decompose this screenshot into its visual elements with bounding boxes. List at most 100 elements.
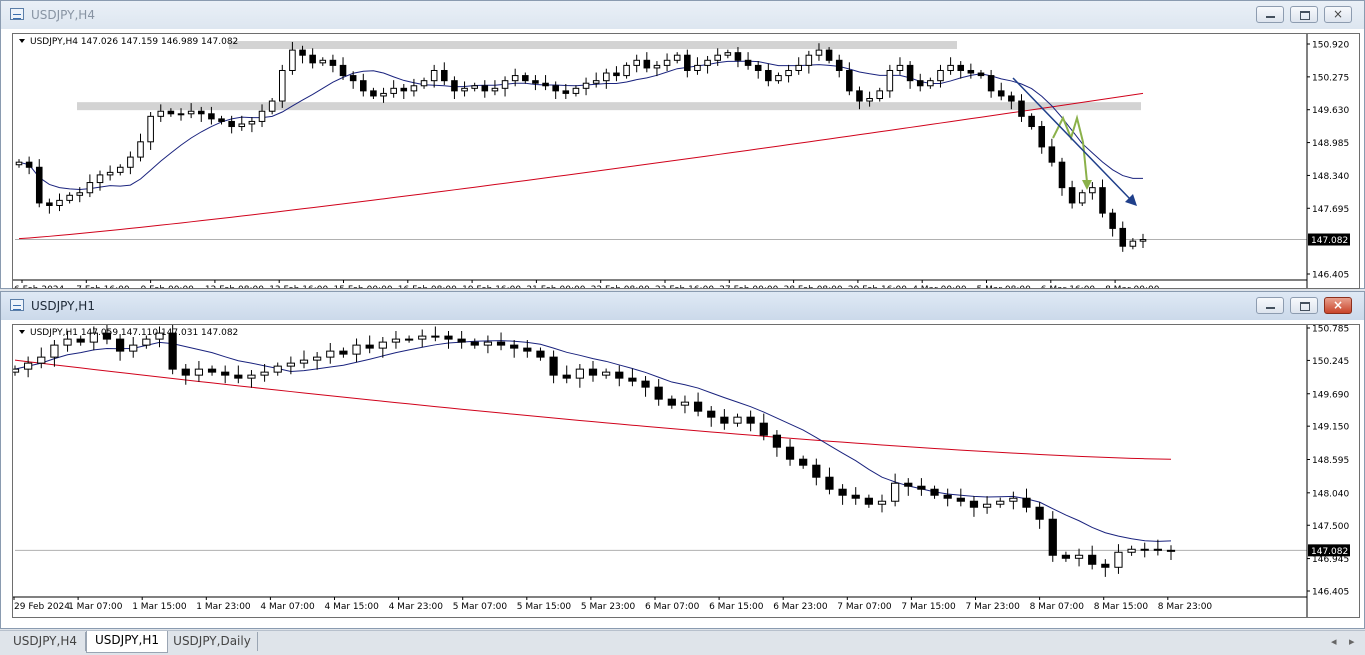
bullish-candle: [775, 75, 782, 82]
bullish-candle: [248, 120, 256, 125]
bullish-candle: [89, 332, 98, 343]
bearish-candle: [542, 82, 549, 87]
bearish-candle: [1038, 126, 1046, 148]
time-label: 12 Feb 08:00: [205, 285, 264, 288]
bearish-candle: [549, 356, 558, 376]
bearish-candle: [967, 69, 975, 74]
time-label: 21 Feb 00:00: [526, 285, 585, 288]
chart-canvas[interactable]: 150.785 150.245 149.690 149.150 148.595 148.0…: [13, 325, 1359, 617]
bullish-candle: [724, 52, 732, 56]
minimize-button[interactable]: [1256, 297, 1284, 314]
bearish-candle: [207, 368, 217, 373]
bearish-candle: [299, 49, 306, 56]
bearish-candle: [441, 69, 448, 82]
chart-window-icon: [10, 8, 24, 20]
bullish-candle: [258, 110, 266, 122]
price-label: 148.595: [1312, 456, 1349, 466]
tab-usdjpy-h4[interactable]: USDJPY,H4: [5, 632, 86, 651]
time-label: 8 Mar 15:00: [1094, 602, 1149, 612]
bullish-candle: [142, 338, 151, 346]
time-label: 8 Mar 07:00: [1030, 602, 1085, 612]
bullish-candle: [56, 199, 63, 206]
bearish-candle: [693, 401, 703, 412]
current-price-box: [1308, 233, 1350, 246]
tab-usdjpy-daily[interactable]: USDJPY,Daily: [167, 632, 258, 651]
chart-canvas[interactable]: 150.920 150.275 149.630 148.985 148.340 147.6…: [13, 34, 1359, 288]
bearish-candle: [615, 371, 624, 379]
bullish-candle: [876, 90, 884, 100]
bearish-candle: [168, 332, 177, 370]
bullish-candle: [63, 338, 72, 346]
bearish-candle: [835, 59, 843, 71]
bullish-candle: [187, 110, 195, 115]
bearish-candle: [365, 344, 374, 349]
window-titlebar[interactable]: USDJPY,H4 ×: [1, 1, 1364, 29]
chart-window-h1[interactable]: USDJPY,H1 × 150.785 150.245 149.690 149.150…: [0, 291, 1365, 629]
bullish-candle: [390, 87, 397, 94]
chart-window-h4[interactable]: USDJPY,H4 × 150.920 150.275 149.630 148.985…: [0, 0, 1365, 289]
bullish-candle: [50, 344, 59, 358]
price-zone: [77, 102, 1141, 111]
scroll-right-icon[interactable]: ▸: [1349, 635, 1355, 648]
green-wave-arrow: [1052, 114, 1088, 183]
bullish-candle: [177, 113, 185, 116]
bullish-candle: [286, 362, 295, 367]
price-label: 147.500: [1312, 522, 1349, 532]
close-button[interactable]: ×: [1324, 6, 1352, 23]
close-button[interactable]: ×: [1324, 297, 1352, 314]
bullish-candle: [404, 338, 414, 341]
bullish-candle: [420, 80, 428, 87]
close-icon: ×: [1332, 298, 1344, 312]
bearish-candle: [197, 110, 205, 115]
price-chart[interactable]: 150.785 150.245 149.690 149.150 148.595 148.0…: [12, 324, 1360, 618]
fast-moving-average-line: [18, 60, 1144, 190]
bearish-candle: [1008, 95, 1015, 102]
bearish-candle: [552, 85, 559, 92]
bullish-candle: [1140, 548, 1149, 551]
bullish-candle: [795, 64, 802, 71]
bearish-candle: [1119, 227, 1127, 247]
bearish-candle: [943, 494, 952, 499]
bearish-candle: [746, 416, 755, 424]
bearish-candle: [643, 59, 651, 69]
bearish-candle: [1068, 187, 1076, 204]
bullish-candle: [483, 341, 493, 346]
bullish-candle: [13, 368, 20, 373]
bullish-candle: [299, 359, 309, 364]
bearish-candle: [825, 49, 833, 61]
scroll-left-icon[interactable]: ◂: [1331, 635, 1337, 648]
bearish-candle: [684, 54, 691, 71]
current-price-label: 147.082: [1311, 236, 1348, 246]
bullish-candle: [147, 115, 154, 143]
bearish-candle: [349, 75, 357, 82]
bearish-candle: [1048, 146, 1056, 163]
bullish-candle: [982, 503, 992, 508]
bullish-candle: [896, 64, 904, 71]
price-label: 149.690: [1312, 390, 1349, 400]
time-label: 5 Mar 08:00: [977, 285, 1032, 288]
maximize-button[interactable]: [1290, 297, 1318, 314]
bearish-candle: [25, 161, 33, 168]
bullish-candle: [127, 156, 134, 168]
price-chart[interactable]: 150.920 150.275 149.630 148.985 148.340 147.6…: [12, 33, 1360, 289]
time-label: 29 Feb 16:00: [848, 285, 907, 288]
window-titlebar[interactable]: USDJPY,H1 ×: [1, 292, 1364, 320]
current-price-box: [1308, 544, 1350, 557]
tab-usdjpy-h1[interactable]: USDJPY,H1: [86, 631, 168, 653]
maximize-button[interactable]: [1290, 6, 1318, 23]
bearish-candle: [309, 54, 316, 64]
bullish-candle: [704, 59, 711, 66]
price-label: 148.985: [1312, 139, 1349, 149]
bearish-candle: [329, 59, 337, 66]
bearish-candle: [969, 500, 979, 508]
bullish-candle: [785, 69, 792, 77]
bullish-candle: [673, 54, 681, 61]
bullish-candle: [886, 69, 894, 92]
bearish-candle: [641, 380, 650, 388]
minimize-button[interactable]: [1256, 6, 1284, 23]
dropdown-triangle-icon: [19, 39, 25, 43]
bearish-candle: [1099, 187, 1106, 214]
bearish-candle: [360, 80, 367, 92]
bullish-candle: [680, 401, 690, 406]
bearish-candle: [1048, 518, 1057, 556]
